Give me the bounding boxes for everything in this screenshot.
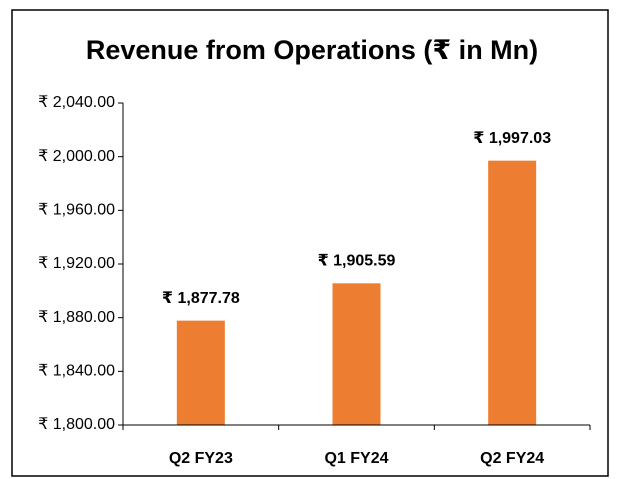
x-tick-label: Q2 FY23 (169, 450, 233, 467)
bar (176, 320, 225, 425)
chart-title: Revenue from Operations (₹ in Mn) (86, 35, 538, 65)
y-tick-label: ₹ 1,880.00 (38, 309, 115, 326)
bar (332, 283, 381, 425)
value-label: ₹ 1,997.03 (473, 130, 551, 147)
bar (488, 160, 537, 425)
value-label: ₹ 1,905.59 (318, 253, 396, 270)
x-tick-label: Q1 FY24 (324, 450, 388, 467)
y-tick-label: ₹ 1,960.00 (38, 202, 115, 219)
y-tick-label: ₹ 1,800.00 (38, 416, 115, 433)
x-tick-label: Q2 FY24 (480, 450, 544, 467)
y-tick-label: ₹ 2,000.00 (38, 148, 115, 165)
value-label: ₹ 1,877.78 (162, 290, 240, 307)
y-tick-label: ₹ 2,040.00 (38, 94, 115, 111)
y-tick-label: ₹ 1,840.00 (38, 363, 115, 380)
y-tick-label: ₹ 1,920.00 (38, 255, 115, 272)
